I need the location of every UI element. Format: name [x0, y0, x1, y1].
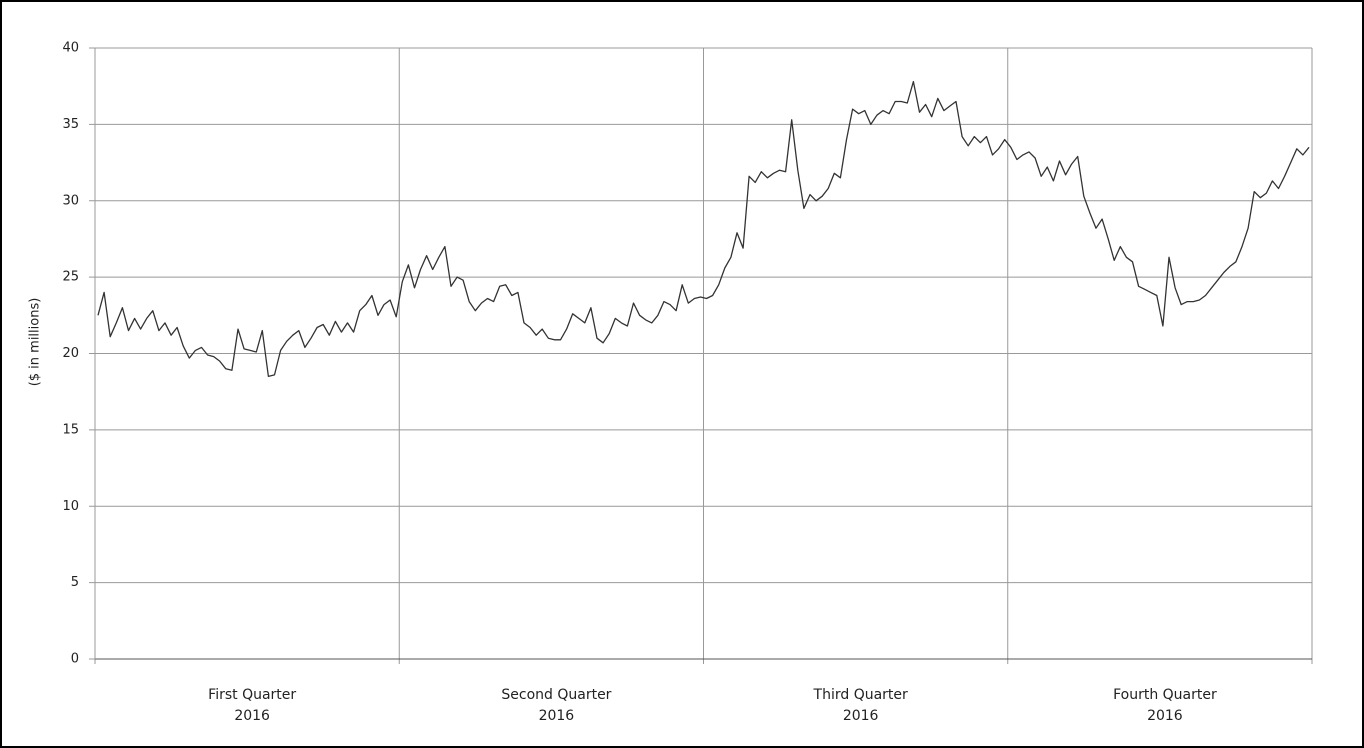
x-tick-label: Third Quarter 2016	[813, 687, 908, 724]
y-tick-label: 5	[71, 575, 79, 590]
data-line	[97, 80, 1310, 378]
y-tick-label: 20	[62, 346, 79, 361]
y-tick-label: 10	[62, 499, 79, 514]
y-tick-label: 15	[62, 422, 79, 437]
y-tick-label: 30	[62, 193, 79, 208]
y-tick-label: 0	[71, 652, 79, 667]
x-tick-label: Fourth Quarter 2016	[1113, 687, 1217, 724]
y-tick-label: 35	[62, 117, 79, 132]
y-axis-label: ($ in millions)	[28, 298, 43, 387]
y-tick-label: 40	[62, 41, 79, 56]
x-tick-label: First Quarter 2016	[208, 687, 297, 724]
x-tick-label: Second Quarter 2016	[501, 687, 612, 724]
y-tick-label: 25	[62, 270, 79, 285]
